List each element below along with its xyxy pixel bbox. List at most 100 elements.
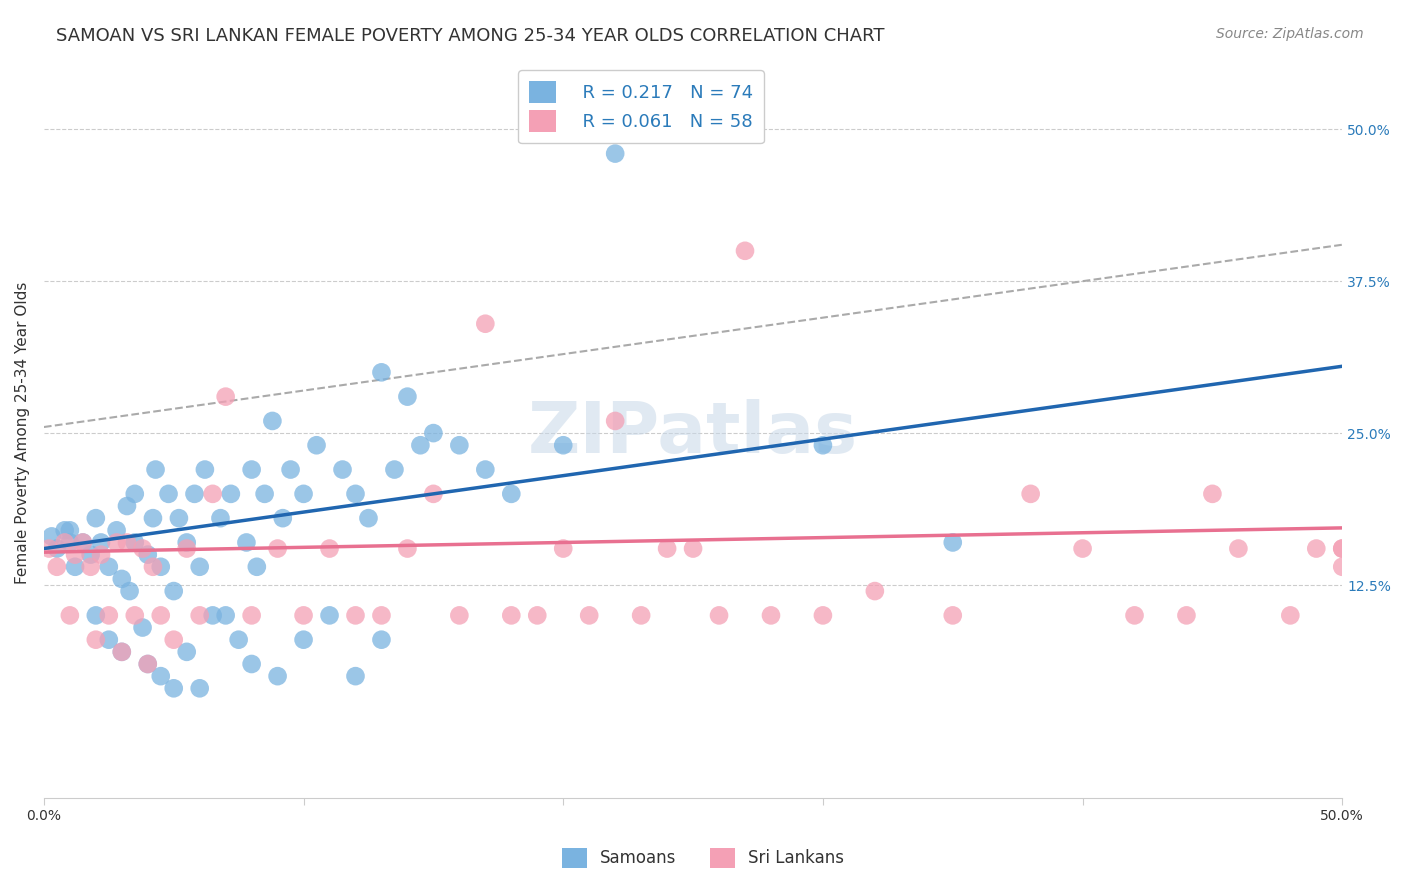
Point — [111, 572, 134, 586]
Point — [630, 608, 652, 623]
Point — [449, 438, 471, 452]
Point — [344, 608, 367, 623]
Text: ZIPatlas: ZIPatlas — [529, 399, 858, 467]
Point — [553, 541, 575, 556]
Point — [240, 462, 263, 476]
Point — [526, 608, 548, 623]
Point — [422, 487, 444, 501]
Point — [41, 529, 63, 543]
Point — [111, 645, 134, 659]
Point — [136, 657, 159, 671]
Point — [266, 541, 288, 556]
Point — [449, 608, 471, 623]
Point — [605, 146, 627, 161]
Point — [59, 608, 82, 623]
Point — [53, 535, 76, 549]
Text: SAMOAN VS SRI LANKAN FEMALE POVERTY AMONG 25-34 YEAR OLDS CORRELATION CHART: SAMOAN VS SRI LANKAN FEMALE POVERTY AMON… — [56, 27, 884, 45]
Point — [163, 584, 186, 599]
Point — [811, 438, 834, 452]
Point — [1175, 608, 1198, 623]
Point — [97, 632, 120, 647]
Point — [79, 559, 101, 574]
Legend:   R = 0.217   N = 74,   R = 0.061   N = 58: R = 0.217 N = 74, R = 0.061 N = 58 — [519, 70, 763, 144]
Point — [409, 438, 432, 452]
Point — [45, 559, 67, 574]
Point — [115, 499, 138, 513]
Point — [422, 426, 444, 441]
Point — [553, 438, 575, 452]
Point — [84, 608, 107, 623]
Point — [201, 608, 224, 623]
Point — [266, 669, 288, 683]
Point — [157, 487, 180, 501]
Point — [605, 414, 627, 428]
Point — [45, 541, 67, 556]
Point — [145, 462, 167, 476]
Point — [396, 541, 419, 556]
Point — [396, 390, 419, 404]
Point — [176, 535, 198, 549]
Point — [344, 487, 367, 501]
Point — [105, 524, 128, 538]
Point — [97, 608, 120, 623]
Point — [53, 524, 76, 538]
Point — [111, 645, 134, 659]
Point — [280, 462, 302, 476]
Point — [942, 535, 965, 549]
Point — [201, 487, 224, 501]
Point — [240, 657, 263, 671]
Point — [38, 541, 60, 556]
Point — [131, 541, 153, 556]
Point — [97, 559, 120, 574]
Point — [72, 535, 94, 549]
Point — [344, 669, 367, 683]
Point — [235, 535, 257, 549]
Point — [262, 414, 284, 428]
Point — [90, 535, 112, 549]
Point — [370, 365, 392, 379]
Point — [142, 511, 165, 525]
Point — [1305, 541, 1327, 556]
Point — [1123, 608, 1146, 623]
Point — [1071, 541, 1094, 556]
Point — [357, 511, 380, 525]
Point — [1331, 541, 1354, 556]
Point — [124, 608, 146, 623]
Point — [59, 524, 82, 538]
Point — [501, 608, 523, 623]
Point — [384, 462, 406, 476]
Point — [214, 390, 236, 404]
Point — [188, 608, 211, 623]
Point — [578, 122, 600, 136]
Point — [1201, 487, 1223, 501]
Point — [63, 559, 86, 574]
Point — [115, 535, 138, 549]
Point — [228, 632, 250, 647]
Point — [474, 462, 496, 476]
Point — [149, 669, 172, 683]
Point — [253, 487, 276, 501]
Text: Source: ZipAtlas.com: Source: ZipAtlas.com — [1216, 27, 1364, 41]
Point — [163, 632, 186, 647]
Point — [370, 608, 392, 623]
Point — [63, 548, 86, 562]
Point — [79, 548, 101, 562]
Point — [811, 608, 834, 623]
Y-axis label: Female Poverty Among 25-34 Year Olds: Female Poverty Among 25-34 Year Olds — [15, 282, 30, 584]
Point — [1331, 541, 1354, 556]
Point — [682, 122, 704, 136]
Point — [863, 584, 886, 599]
Point — [167, 511, 190, 525]
Point — [136, 548, 159, 562]
Point — [136, 657, 159, 671]
Point — [1227, 541, 1250, 556]
Point — [759, 608, 782, 623]
Point — [176, 541, 198, 556]
Point — [188, 681, 211, 696]
Point — [188, 559, 211, 574]
Point — [655, 541, 678, 556]
Point — [318, 608, 340, 623]
Point — [142, 559, 165, 574]
Point — [219, 487, 242, 501]
Point — [118, 584, 141, 599]
